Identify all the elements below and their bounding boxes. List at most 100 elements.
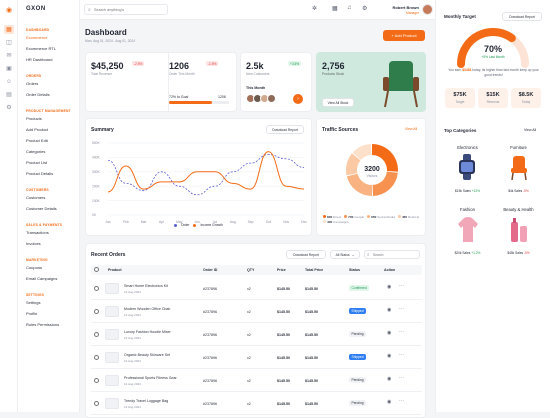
sidebar-item[interactable]: Add Product — [26, 127, 49, 132]
sidebar-item[interactable]: Product Details — [26, 171, 54, 176]
bell-icon[interactable]: ♫ — [347, 5, 352, 11]
category-meta: $45k Sales -5% — [495, 251, 542, 255]
arrow-right-icon[interactable]: › — [293, 94, 303, 104]
sidebar-item[interactable]: Product Edit — [26, 138, 48, 143]
view-icon[interactable]: ◉ — [387, 284, 392, 290]
customer-avatar — [267, 94, 276, 103]
order-id: #237896 — [203, 356, 217, 360]
category-card-electronics[interactable]: Electronics $15k Sales +12% — [444, 140, 491, 198]
sidebar-item[interactable]: Customers — [26, 195, 46, 200]
kpi-revenue-value: $45,250 — [91, 61, 124, 71]
avatar[interactable] — [422, 4, 433, 15]
kpi-row-card: $45,250 Total Revenue -2.5% 1206 Order T… — [85, 52, 237, 112]
sidebar-item[interactable]: Orders — [26, 81, 39, 86]
brand-logo-icon: ◉ — [5, 6, 13, 14]
search-input[interactable] — [94, 6, 164, 14]
sidebar-item[interactable]: Product List — [26, 160, 48, 165]
orders-search-input[interactable] — [373, 252, 417, 258]
search-box[interactable]: ⌕ — [84, 4, 168, 15]
traffic-title: Traffic Sources — [322, 127, 359, 133]
sidebar-item[interactable]: Coupons — [26, 265, 43, 270]
row-checkbox[interactable] — [94, 355, 99, 360]
sidebar-item[interactable]: Order Details — [26, 92, 50, 97]
summary-title: Summary — [91, 127, 114, 133]
view-icon[interactable]: ◉ — [387, 330, 392, 336]
table-row[interactable]: Professional Sports Fitness Gear 12 Aug 2… — [91, 370, 422, 392]
sidebar-item[interactable]: Invoices — [26, 241, 41, 246]
category-card-beauty-health[interactable]: Beauty & Health $45k Sales -5% — [495, 202, 542, 260]
more-icon[interactable]: ⋯ — [399, 352, 404, 358]
product-name[interactable]: Luxury Fashion Hoodie Mixer — [124, 330, 171, 334]
dashboard-rail-icon[interactable]: ▦ — [4, 25, 14, 34]
target-download-button[interactable]: Download Report — [502, 12, 542, 21]
order-price: $145.50 — [277, 402, 290, 406]
this-month-label: This Month — [246, 86, 266, 90]
product-name[interactable]: Smart Home Electronics Kit — [124, 284, 168, 288]
status-badge: Shipped — [349, 354, 367, 360]
category-change: -5% — [524, 251, 530, 255]
view-icon[interactable]: ◉ — [387, 353, 392, 359]
product-name[interactable]: Organic Beauty Skincare Set — [124, 353, 171, 357]
donut-slice — [372, 144, 398, 172]
table-row[interactable]: Modern Wooden Office Chair 12 Aug 2024 #23… — [91, 301, 422, 323]
calendar-rail-icon[interactable]: ▣ — [6, 66, 12, 72]
product-name[interactable]: Professional Sports Fitness Gear — [124, 376, 177, 380]
sidebar-item[interactable]: Roles Permissions — [26, 322, 60, 327]
product-name[interactable]: Trendy Travel Luggage Bag — [124, 399, 169, 403]
row-checkbox[interactable] — [94, 378, 99, 383]
chart-rail-icon[interactable]: ▤ — [6, 92, 12, 98]
category-sales: $20k Sales — [454, 251, 471, 255]
sidebar-item[interactable]: Transactions — [26, 230, 49, 235]
sidebar-item[interactable]: Settings — [26, 300, 41, 305]
sidebar-item[interactable]: Email Campaigns — [26, 276, 58, 281]
sidebar-section-title: SALES & PAYMENTS — [26, 223, 63, 227]
view-icon[interactable]: ◉ — [387, 307, 392, 313]
category-card-furniture[interactable]: Furniture $4k Sales -5% — [495, 140, 542, 198]
sidebar-item[interactable]: Categories — [26, 149, 46, 154]
col-action: Action — [384, 268, 396, 272]
more-icon[interactable]: ⋯ — [399, 375, 404, 381]
table-row[interactable]: Organic Beauty Skincare Set 12 Aug 2024 #2… — [91, 347, 422, 369]
sidebar-item[interactable]: Products — [26, 116, 42, 121]
apps-rail-icon[interactable]: ◫ — [6, 40, 12, 46]
theme-toggle-icon[interactable]: ✲ — [312, 6, 318, 12]
chat-rail-icon[interactable]: ✉ — [6, 53, 12, 59]
row-checkbox[interactable] — [94, 309, 99, 314]
sidebar-item[interactable]: Ecommerce RTL — [26, 46, 56, 51]
gear-icon[interactable]: ⚙ — [362, 6, 368, 12]
sidebar-item[interactable]: HR Dashboard — [26, 57, 53, 62]
legend-value: 400 — [327, 220, 333, 224]
status-filter-select[interactable]: All Status ⌄ — [330, 250, 360, 259]
table-row[interactable]: Smart Home Electronics Kit 12 Aug 2024 #23… — [91, 278, 422, 300]
traffic-view-all-link[interactable]: View All — [405, 127, 418, 131]
category-meta: $20k Sales +1.2% — [444, 251, 491, 255]
orders-download-button[interactable]: Download Report — [286, 250, 326, 259]
view-all-stock-button[interactable]: View All Stock — [322, 98, 354, 107]
row-checkbox[interactable] — [94, 286, 99, 291]
more-icon[interactable]: ⋯ — [399, 329, 404, 335]
view-icon[interactable]: ◉ — [387, 399, 392, 405]
categories-view-all-link[interactable]: View All — [524, 128, 537, 132]
settings-rail-icon[interactable]: ⚙ — [6, 105, 12, 111]
kpi-stock-label: Products Stock — [322, 72, 345, 76]
sidebar-item[interactable]: Customer Details — [26, 206, 57, 211]
more-icon[interactable]: ⋯ — [399, 306, 404, 312]
view-icon[interactable]: ◉ — [387, 376, 392, 382]
grid-icon[interactable]: ▦ — [332, 6, 338, 12]
col-product: Product — [108, 268, 122, 272]
orders-search-box[interactable]: ⌕ — [364, 250, 420, 259]
row-checkbox[interactable] — [94, 332, 99, 337]
select-all-checkbox[interactable] — [94, 267, 99, 272]
more-icon[interactable]: ⋯ — [399, 398, 404, 404]
add-product-button[interactable]: + Add Product — [383, 30, 425, 41]
sidebar-item[interactable]: Profile — [26, 311, 38, 316]
table-row[interactable]: Luxury Fashion Hoodie Mixer 12 Aug 2024 #2… — [91, 324, 422, 346]
category-card-fashion[interactable]: Fashion $20k Sales +1.2% — [444, 202, 491, 260]
product-thumbnail — [105, 352, 119, 363]
summary-download-button[interactable]: Download Report — [266, 125, 304, 134]
user-rail-icon[interactable]: ☺ — [5, 78, 13, 85]
more-icon[interactable]: ⋯ — [399, 283, 404, 289]
sidebar-item[interactable]: Ecommerce — [26, 35, 48, 40]
row-checkbox[interactable] — [94, 401, 99, 406]
product-name[interactable]: Modern Wooden Office Chair — [124, 307, 171, 311]
